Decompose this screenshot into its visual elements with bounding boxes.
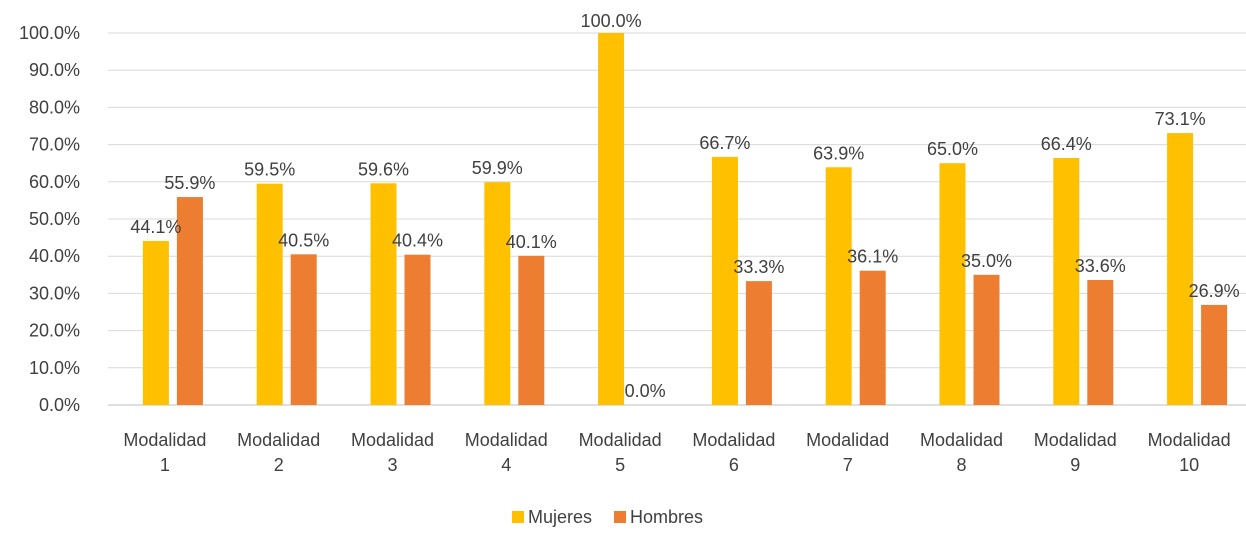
- data-label-mujeres-5: 100.0%: [581, 11, 642, 31]
- y-tick-label: 20.0%: [29, 321, 80, 341]
- x-tick-label-line: Modalidad: [351, 430, 434, 450]
- x-tick-label-line: Modalidad: [806, 430, 889, 450]
- y-tick-label: 30.0%: [29, 283, 80, 303]
- data-label-hombres-6: 33.3%: [733, 257, 784, 277]
- x-tick-label-line: Modalidad: [237, 430, 320, 450]
- x-tick-label-line: 2: [274, 455, 284, 475]
- data-label-hombres-1: 55.9%: [164, 173, 215, 193]
- bar-hombres-8: [973, 274, 1000, 405]
- x-tick-label: Modalidad 10: [1148, 430, 1231, 475]
- x-tick-label-line: Modalidad: [920, 430, 1003, 450]
- data-label-hombres-9: 33.6%: [1075, 256, 1126, 276]
- y-tick-label: 100.0%: [19, 23, 80, 43]
- bar-hombres-7: [859, 270, 886, 405]
- x-tick-label-line: Modalidad: [123, 430, 206, 450]
- bar-hombres-4: [518, 255, 545, 405]
- data-label-mujeres-1: 44.1%: [130, 217, 181, 237]
- data-label-mujeres-6: 66.7%: [699, 133, 750, 153]
- legend-label-hombres: Hombres: [630, 507, 703, 527]
- legend-swatch-mujeres: [512, 511, 524, 523]
- data-label-mujeres-4: 59.9%: [472, 158, 523, 178]
- x-tick-label-line: 4: [501, 455, 511, 475]
- x-tick-label-line: 6: [729, 455, 739, 475]
- x-tick-label: Modalidad 1: [123, 430, 206, 475]
- data-label-mujeres-9: 66.4%: [1041, 134, 1092, 154]
- legend-label-mujeres: Mujeres: [528, 507, 592, 527]
- data-label-hombres-8: 35.0%: [961, 251, 1012, 271]
- data-labels: 44.1% 59.5% 59.6% 59.9% 100.0% 66.7% 63.9% 65.0…: [130, 11, 1239, 401]
- x-tick-label: Modalidad 6: [692, 430, 775, 475]
- y-tick-label: 60.0%: [29, 172, 80, 192]
- data-label-hombres-10: 26.9%: [1189, 281, 1240, 301]
- y-tick-label: 80.0%: [29, 97, 80, 117]
- y-tick-label: 0.0%: [39, 395, 80, 415]
- bar-mujeres-8: [939, 163, 966, 405]
- x-axis-ticks: Modalidad 1 Modalidad 2 Modalidad 3 Modalidad 4…: [123, 430, 1230, 475]
- x-tick-label: Modalidad 9: [1034, 430, 1117, 475]
- x-tick-label: Modalidad 2: [237, 430, 320, 475]
- x-tick-label-line: Modalidad: [1034, 430, 1117, 450]
- data-label-hombres-5: 0.0%: [625, 381, 666, 401]
- x-tick-label-line: Modalidad: [692, 430, 775, 450]
- y-axis-ticks: 0.0% 10.0% 20.0% 30.0% 40.0% 50.0% 60.0% 70.0% 8…: [19, 23, 80, 415]
- x-tick-label-line: 9: [1070, 455, 1080, 475]
- x-tick-label-line: 1: [160, 455, 170, 475]
- bar-mujeres-10: [1167, 133, 1194, 405]
- bars: [142, 33, 1228, 405]
- bar-mujeres-9: [1053, 157, 1080, 405]
- bar-hombres-2: [290, 254, 317, 405]
- bar-mujeres-1: [142, 240, 169, 405]
- data-label-hombres-4: 40.1%: [506, 232, 557, 252]
- data-label-mujeres-7: 63.9%: [813, 143, 864, 163]
- data-label-hombres-7: 36.1%: [847, 247, 898, 267]
- x-tick-label: Modalidad 3: [351, 430, 434, 475]
- legend-swatch-hombres: [614, 511, 626, 523]
- x-tick-label-line: 5: [615, 455, 625, 475]
- bar-mujeres-7: [825, 167, 852, 405]
- bar-hombres-1: [176, 197, 203, 405]
- bar-hombres-9: [1087, 280, 1114, 405]
- data-label-mujeres-3: 59.6%: [358, 159, 409, 179]
- y-tick-label: 10.0%: [29, 358, 80, 378]
- data-label-hombres-3: 40.4%: [392, 231, 443, 251]
- bar-mujeres-4: [484, 182, 511, 405]
- bar-hombres-10: [1201, 304, 1228, 405]
- y-tick-label: 40.0%: [29, 246, 80, 266]
- y-tick-label: 70.0%: [29, 135, 80, 155]
- x-tick-label-line: Modalidad: [1148, 430, 1231, 450]
- x-tick-label-line: Modalidad: [465, 430, 548, 450]
- data-label-mujeres-2: 59.5%: [244, 160, 295, 180]
- data-label-hombres-2: 40.5%: [278, 230, 329, 250]
- x-tick-label: Modalidad 4: [465, 430, 548, 475]
- bar-mujeres-3: [370, 183, 397, 405]
- x-tick-label-line: 10: [1179, 455, 1199, 475]
- legend: Mujeres Hombres: [512, 507, 703, 527]
- x-tick-label: Modalidad 8: [920, 430, 1003, 475]
- y-tick-label: 50.0%: [29, 209, 80, 229]
- y-tick-label: 90.0%: [29, 60, 80, 80]
- bar-mujeres-6: [711, 156, 738, 405]
- data-label-mujeres-8: 65.0%: [927, 139, 978, 159]
- x-tick-label-line: 7: [843, 455, 853, 475]
- bar-hombres-6: [745, 281, 772, 405]
- x-tick-label-line: 3: [387, 455, 397, 475]
- bar-mujeres-2: [256, 183, 283, 405]
- data-label-mujeres-10: 73.1%: [1155, 109, 1206, 129]
- x-tick-label: Modalidad 7: [806, 430, 889, 475]
- x-tick-label: Modalidad 5: [579, 430, 662, 475]
- bar-hombres-3: [404, 254, 431, 405]
- x-tick-label-line: 8: [956, 455, 966, 475]
- x-tick-label-line: Modalidad: [579, 430, 662, 450]
- bar-mujeres-5: [598, 33, 625, 405]
